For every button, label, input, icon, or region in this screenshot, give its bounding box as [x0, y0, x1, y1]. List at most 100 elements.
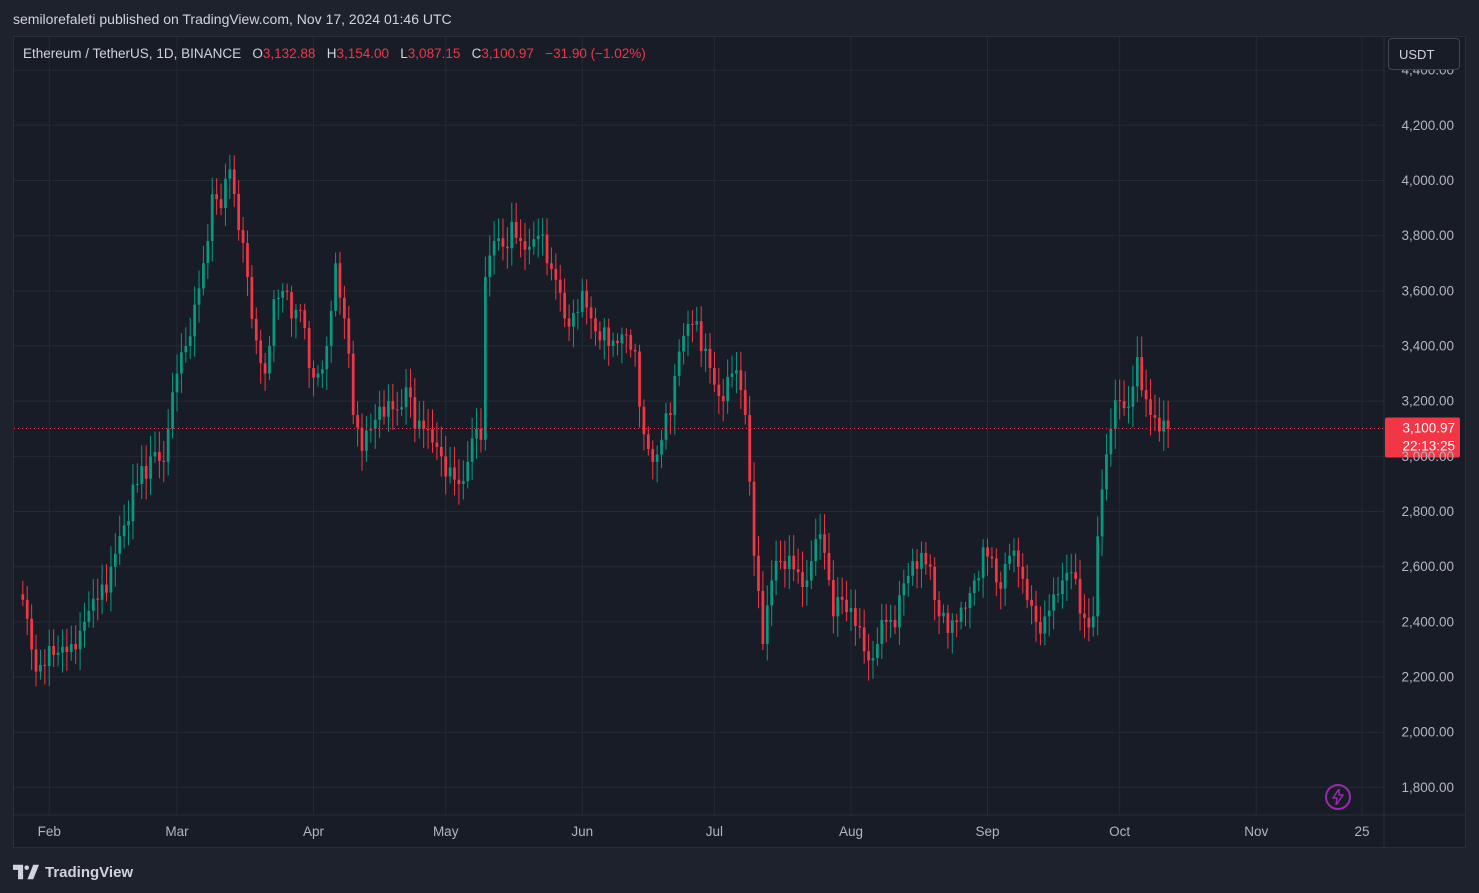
- price-tick-label: 2,400.00: [1401, 614, 1454, 629]
- time-tick-label: Sep: [976, 824, 1000, 839]
- candle: [1025, 564, 1029, 609]
- candle-body: [801, 572, 804, 587]
- candle-body: [770, 580, 774, 606]
- candle: [246, 230, 249, 297]
- candle: [1043, 600, 1047, 646]
- candle-body: [1149, 399, 1152, 415]
- candle: [475, 408, 478, 459]
- candle: [827, 532, 831, 586]
- candle-body: [188, 336, 192, 346]
- candle: [276, 289, 280, 320]
- candle: [259, 329, 263, 384]
- candle-body: [391, 401, 395, 410]
- candle-body: [210, 194, 214, 241]
- close-value: 3,100.97: [481, 46, 534, 61]
- candle: [805, 559, 809, 606]
- candle: [1078, 559, 1082, 631]
- candle: [1039, 606, 1042, 646]
- candle-body: [937, 600, 941, 617]
- candle-body: [774, 560, 778, 581]
- candle: [924, 542, 928, 575]
- candle-body: [479, 428, 483, 440]
- candle-body: [677, 351, 681, 376]
- candle: [387, 384, 390, 432]
- candle: [184, 327, 188, 363]
- candle-body: [228, 169, 232, 179]
- symbol-legend: Ethereum / TetherUS, 1D, BINANCE O3,132.…: [23, 46, 646, 61]
- candle-body: [933, 566, 937, 601]
- candle: [1083, 594, 1086, 639]
- candle-body: [140, 466, 144, 484]
- candle: [329, 300, 333, 363]
- candle: [356, 401, 359, 447]
- candle-body: [250, 277, 254, 319]
- candle: [950, 613, 954, 654]
- candle-body: [1113, 400, 1117, 429]
- currency-button[interactable]: USDT: [1388, 38, 1460, 70]
- candle-body: [1056, 594, 1060, 596]
- price-tick-label: 1,800.00: [1401, 780, 1454, 795]
- candle-body: [550, 263, 553, 269]
- candle: [30, 604, 33, 671]
- tradingview-logo[interactable]: TradingView: [13, 862, 133, 882]
- candle-body: [1074, 572, 1078, 579]
- candle: [616, 333, 619, 356]
- candle-body: [633, 349, 637, 352]
- candle: [91, 578, 95, 628]
- candle-body: [959, 607, 963, 622]
- candle: [757, 535, 760, 609]
- candle-body: [1127, 406, 1130, 409]
- candle-body: [545, 234, 549, 264]
- candle: [1047, 594, 1051, 637]
- candle: [695, 306, 699, 332]
- candle: [470, 417, 474, 480]
- candle-body: [232, 169, 236, 194]
- candle: [1135, 336, 1139, 403]
- candle: [1091, 596, 1095, 637]
- candle-body: [162, 460, 166, 462]
- candle: [920, 541, 923, 589]
- candle: [215, 178, 219, 215]
- candle-body: [765, 605, 769, 644]
- candle: [972, 573, 976, 606]
- candle-body: [915, 561, 919, 569]
- time-tick-label: 25: [1354, 824, 1369, 839]
- candle: [783, 540, 787, 588]
- candle-body: [964, 607, 967, 609]
- candle: [735, 352, 738, 394]
- candle: [497, 218, 500, 251]
- candle: [290, 285, 293, 337]
- candle: [602, 318, 606, 360]
- candle-body: [1157, 417, 1161, 432]
- candle: [889, 604, 892, 638]
- candle: [254, 307, 258, 355]
- candle: [651, 440, 655, 480]
- candle-body: [572, 312, 575, 327]
- candle: [140, 445, 144, 499]
- candle-body: [1144, 390, 1148, 400]
- grid-lines: [14, 37, 1465, 847]
- candle-body: [783, 561, 787, 570]
- candle-body: [180, 352, 183, 374]
- candle: [281, 283, 285, 313]
- symbol-name[interactable]: Ethereum / TetherUS, 1D, BINANCE: [23, 46, 242, 61]
- chart-panel[interactable]: [13, 36, 1466, 848]
- candle: [105, 564, 108, 602]
- candle-body: [1162, 420, 1166, 432]
- lightning-icon[interactable]: [1325, 784, 1351, 810]
- candle-body: [695, 321, 699, 325]
- candle: [488, 235, 492, 297]
- candle: [523, 222, 527, 271]
- candle-body: [704, 348, 707, 352]
- candle-body: [554, 268, 558, 280]
- candle-body: [1069, 572, 1073, 574]
- candle: [171, 372, 174, 439]
- candle: [268, 336, 271, 380]
- candle: [743, 371, 747, 425]
- candle: [761, 571, 765, 651]
- low-label: L: [400, 46, 408, 61]
- candle-body: [448, 467, 452, 477]
- candle: [158, 431, 161, 479]
- candle: [316, 365, 320, 387]
